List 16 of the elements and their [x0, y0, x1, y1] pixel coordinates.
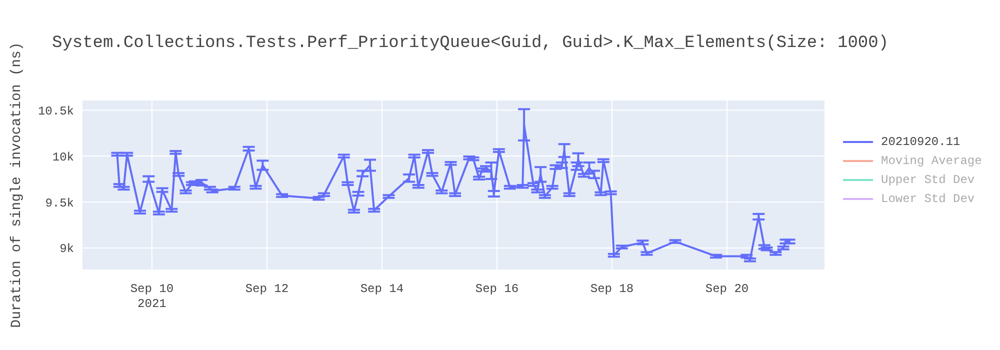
legend-label: Moving Average [881, 154, 982, 168]
y-tick-label: 10k [52, 150, 74, 164]
y-tick-label: 10.5k [38, 104, 74, 118]
x-tick-label: Sep 18 [590, 282, 634, 296]
x-tick-label: Sep 12 [245, 282, 289, 296]
y-tick-label: 9k [60, 242, 74, 256]
y-tick-label: 9.5k [45, 196, 74, 210]
legend-label: Lower Std Dev [881, 192, 975, 206]
x-tick-label: Sep 16 [475, 282, 519, 296]
x-tick-label: Sep 20 [705, 282, 749, 296]
y-axis-title: Duration of single invocation (ns) [9, 42, 25, 328]
chart-title: System.Collections.Tests.Perf_PriorityQueue<Guid, Guid>.K_Max_Elements(Size: 1000) [52, 34, 889, 53]
legend-label: Upper Std Dev [881, 172, 975, 186]
legend-label: 20210920.11 [881, 134, 960, 148]
x-tick-label: Sep 14 [360, 282, 404, 296]
x-tick-label: Sep 10 2021 [130, 282, 174, 311]
